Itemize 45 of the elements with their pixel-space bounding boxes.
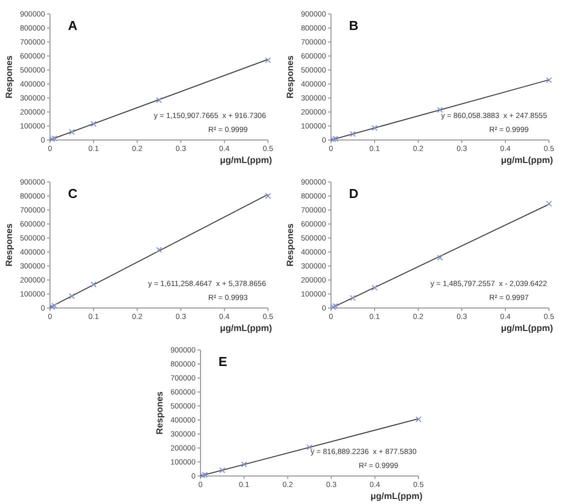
- point: [51, 135, 58, 142]
- point: [156, 97, 162, 104]
- chart-title: A: [68, 18, 78, 33]
- point: [372, 284, 378, 291]
- point: [49, 304, 56, 310]
- chart-title: B: [349, 18, 358, 33]
- point: [546, 77, 552, 84]
- y-axis-title: Respones: [154, 391, 164, 435]
- point: [51, 302, 58, 309]
- point: [265, 193, 271, 199]
- point: [219, 467, 226, 474]
- point: [330, 304, 336, 310]
- point: [332, 303, 338, 310]
- point: [68, 293, 75, 300]
- chart-title: C: [68, 186, 78, 201]
- y-axis-title: Respones: [4, 223, 14, 267]
- point: [49, 136, 56, 142]
- point: [350, 294, 356, 301]
- point: [350, 130, 356, 137]
- point: [200, 472, 206, 478]
- point: [156, 246, 162, 253]
- point: [330, 136, 336, 142]
- point: [332, 136, 338, 142]
- point: [68, 129, 75, 136]
- point: [546, 200, 552, 207]
- x-axis-title: μg/mL(ppm): [501, 323, 553, 333]
- y-axis-title: Respones: [285, 223, 295, 267]
- point: [416, 416, 422, 422]
- point: [202, 472, 208, 478]
- point: [241, 461, 248, 468]
- x-axis-title: μg/mL(ppm): [220, 323, 272, 333]
- chart-title: E: [218, 354, 228, 369]
- point: [437, 106, 443, 113]
- x-axis-title: μg/mL(ppm): [220, 155, 272, 165]
- point: [372, 124, 378, 131]
- x-axis-title: μg/mL(ppm): [370, 491, 422, 501]
- point: [90, 120, 97, 127]
- point: [437, 254, 443, 261]
- y-axis-title: Respones: [4, 55, 14, 99]
- x-axis-title: μg/mL(ppm): [501, 155, 553, 165]
- point: [265, 57, 271, 64]
- point: [306, 444, 312, 450]
- y-axis-title: Respones: [285, 55, 295, 99]
- chart-title: D: [349, 186, 358, 201]
- point: [90, 281, 97, 288]
